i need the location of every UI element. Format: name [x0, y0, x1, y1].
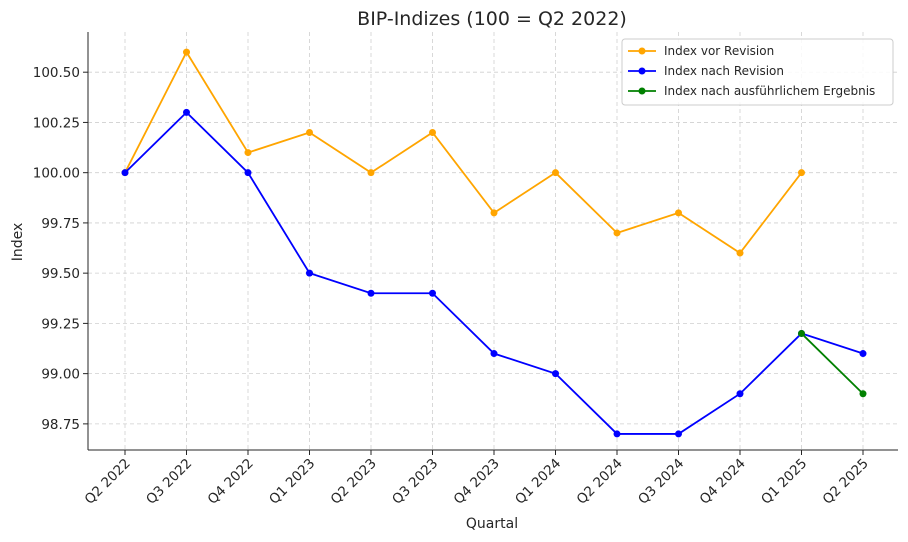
x-tick-label: Q1 2024: [512, 456, 564, 508]
series-line: [800, 332, 864, 395]
data-point: [306, 128, 313, 136]
x-tick-label: Q1 2025: [758, 456, 810, 508]
data-point: [121, 169, 129, 177]
x-tick-label: Q3 2024: [635, 456, 687, 508]
axes: [87, 32, 898, 451]
series-line: [124, 50, 803, 255]
chart-title: BIP-Indizes (100 = Q2 2022): [357, 8, 627, 30]
data-point: [859, 350, 867, 358]
legend-swatch-marker: [638, 67, 646, 75]
series-2: [798, 329, 867, 398]
legend-item: Index nach ausführlichem Ergebnis: [628, 84, 875, 98]
data-point: [490, 209, 498, 217]
data-point: [675, 209, 682, 217]
y-axis-label: Index: [10, 223, 26, 262]
data-point: [613, 430, 621, 438]
legend-item: Index nach Revision: [628, 64, 784, 78]
x-tick-label: Q1 2023: [266, 456, 318, 508]
x-tick-label: Q2 2023: [328, 456, 380, 508]
legend-item: Index vor Revision: [628, 44, 774, 58]
legend-label: Index nach Revision: [664, 64, 784, 78]
x-tick-label: Q4 2024: [697, 456, 749, 508]
x-tick-label: Q3 2023: [389, 456, 441, 508]
y-tick-label: 100.25: [33, 115, 80, 131]
data-point: [244, 169, 252, 177]
data-point: [244, 149, 252, 157]
x-tick-label: Q2 2024: [574, 456, 626, 508]
series-group: [121, 48, 867, 438]
legend-label: Index nach ausführlichem Ergebnis: [664, 84, 875, 98]
data-point: [306, 269, 313, 277]
data-point: [429, 289, 436, 297]
data-point: [859, 390, 867, 398]
data-point: [736, 390, 744, 398]
y-tick-label: 99.00: [41, 367, 80, 383]
data-point: [367, 169, 375, 177]
data-point: [552, 169, 559, 177]
legend-label: Index vor Revision: [664, 44, 774, 58]
data-point: [183, 108, 190, 116]
legend-swatch-marker: [638, 47, 646, 55]
data-point: [552, 370, 559, 378]
x-tick-label: Q3 2022: [143, 456, 195, 508]
legend-swatch-marker: [638, 87, 646, 95]
y-tick-label: 100.00: [33, 166, 80, 182]
legend-box: [621, 38, 894, 106]
data-point: [798, 329, 805, 337]
y-tick-label: 100.50: [33, 65, 80, 81]
x-tick-label: Q2 2022: [82, 456, 134, 508]
data-point: [429, 128, 436, 136]
x-axis-label: Quartal: [466, 516, 518, 532]
data-point: [367, 289, 375, 297]
data-point: [798, 169, 805, 177]
data-point: [675, 430, 682, 438]
y-tick-label: 98.75: [41, 417, 80, 433]
y-tick-label: 99.25: [41, 316, 80, 332]
x-tick-label: Q4 2023: [451, 456, 503, 508]
y-tick-label: 99.50: [41, 266, 80, 282]
data-point: [183, 48, 190, 56]
x-axis-ticks: Q2 2022 Q3 2022 Q4 2022 Q1 2023 Q2 2023 Q3 20…: [82, 450, 872, 508]
y-tick-label: 99.75: [41, 216, 80, 232]
data-point: [736, 249, 744, 257]
y-axis-ticks: 98.75 99.00 99.25 99.50 99.75 100.00 100.25 100…: [33, 65, 88, 433]
data-point: [490, 350, 498, 358]
x-tick-label: Q2 2025: [820, 456, 872, 508]
data-point: [613, 229, 621, 237]
legend: Index vor Revision Index nach Revision Ind…: [621, 38, 894, 106]
x-tick-label: Q4 2022: [205, 456, 257, 508]
